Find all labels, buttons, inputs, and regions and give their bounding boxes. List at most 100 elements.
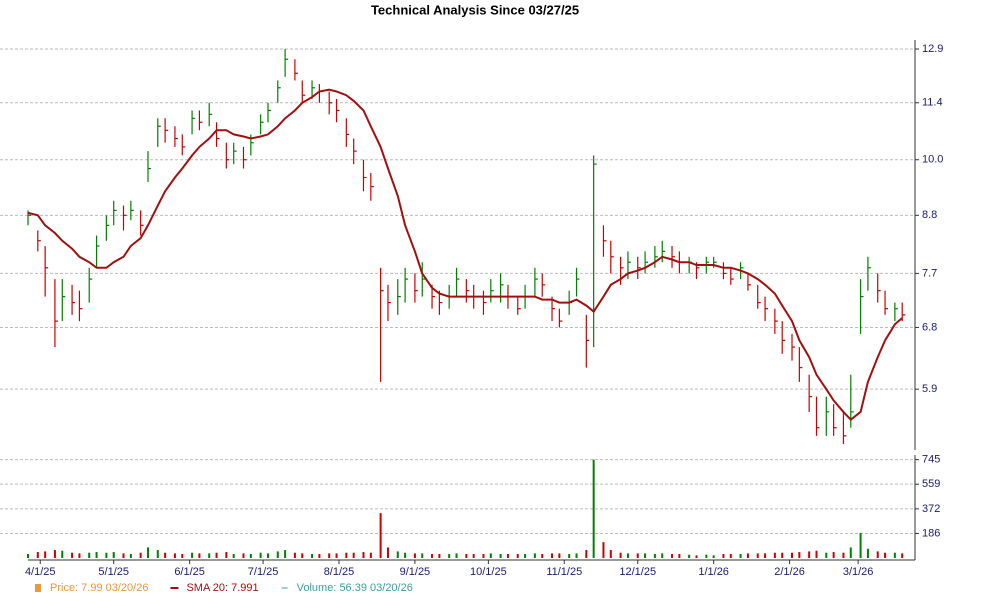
- volume-bar: [884, 552, 887, 558]
- y-tick-label: 5.9: [922, 383, 937, 395]
- y-tick-label: 7.7: [922, 267, 937, 279]
- volume-bar: [568, 554, 571, 558]
- volume-bar: [764, 553, 767, 558]
- volume-bar: [438, 554, 441, 558]
- volume-bar: [472, 554, 475, 558]
- volume-bar: [112, 552, 115, 558]
- volume-bar: [602, 542, 605, 558]
- sma-line: [27, 88, 903, 422]
- volume-bar: [156, 550, 159, 558]
- volume-bar: [551, 553, 554, 558]
- volume-bar: [465, 554, 468, 558]
- y-tick-label: 186: [922, 527, 940, 539]
- volume-bar: [44, 551, 47, 558]
- volume-bar: [61, 550, 64, 558]
- x-tick-label: 2/1/26: [774, 566, 805, 578]
- legend-label: Volume: 56.39 03/20/26: [297, 582, 413, 594]
- volume-bar: [232, 554, 235, 558]
- y-tick-label: 10.0: [922, 154, 943, 166]
- y-tick-label: 8.8: [922, 209, 937, 221]
- volume-bar: [225, 552, 228, 558]
- x-tick-label: 8/1/25: [324, 566, 355, 578]
- volume-bar: [249, 554, 252, 558]
- volume-bar: [173, 553, 176, 558]
- x-tick-label: 5/1/25: [98, 566, 129, 578]
- volume-bar: [661, 553, 664, 558]
- volume-bar: [592, 459, 595, 558]
- x-tick-label: 3/1/26: [843, 566, 874, 578]
- volume-bar: [122, 553, 125, 558]
- volume-bar: [215, 552, 218, 558]
- volume-bar: [328, 553, 331, 558]
- x-tick-label: 4/1/25: [25, 566, 56, 578]
- volume-bar: [722, 554, 725, 558]
- volume-bar: [876, 551, 879, 558]
- volume-bar: [866, 548, 869, 558]
- volume-bar: [499, 554, 502, 558]
- volume-bar: [859, 532, 862, 558]
- volume-bar: [413, 553, 416, 558]
- volume-bar: [746, 553, 749, 558]
- volume-bar: [653, 554, 656, 558]
- volume-bar: [558, 553, 561, 558]
- volume-bar: [482, 554, 485, 558]
- chart-title: Technical Analysis Since 03/27/25: [371, 2, 579, 17]
- x-tick-label: 7/1/25: [248, 566, 279, 578]
- y-tick-label: 745: [922, 454, 940, 466]
- x-tick-label: 9/1/25: [400, 566, 431, 578]
- volume-bar: [284, 550, 287, 558]
- volume-bar: [893, 552, 896, 558]
- volume-bar: [541, 554, 544, 558]
- volume-bar: [712, 555, 715, 558]
- volume-bar: [705, 554, 708, 558]
- volume-bar: [695, 555, 698, 558]
- volume-bar: [533, 553, 536, 558]
- volume-bar: [585, 550, 588, 558]
- volume-bar: [164, 552, 167, 558]
- volume-bar: [396, 551, 399, 558]
- x-tick-label: 11/1/25: [546, 566, 582, 578]
- volume-bar: [825, 552, 828, 558]
- legend-swatch: [35, 584, 41, 592]
- volume-bar: [88, 552, 91, 558]
- volume-bar: [849, 547, 852, 558]
- volume-bar: [842, 552, 845, 558]
- volume-bar: [609, 550, 612, 558]
- x-tick-label: 6/1/25: [174, 566, 205, 578]
- volume-bar: [739, 554, 742, 558]
- volume-bar: [901, 553, 904, 558]
- volume-bar: [678, 554, 681, 558]
- x-tick-label: 12/1/25: [619, 566, 656, 578]
- volume-bar: [311, 554, 314, 558]
- volume-bar: [198, 553, 201, 558]
- volume-bar: [181, 554, 184, 558]
- y-tick-label: 372: [922, 503, 940, 515]
- volume-bar: [27, 554, 29, 558]
- volume-bar: [242, 553, 245, 558]
- volume-bar: [139, 552, 142, 558]
- volume-bar: [421, 553, 424, 558]
- volume-bar: [626, 553, 629, 558]
- y-tick-label: 559: [922, 478, 940, 490]
- volume-bar: [345, 552, 348, 558]
- volume-bar: [259, 552, 262, 558]
- volume-bar: [318, 554, 321, 558]
- volume-bar: [455, 553, 458, 558]
- volume-bar: [791, 552, 794, 558]
- volume-bar: [266, 553, 269, 558]
- x-tick-label: 10/1/25: [470, 566, 507, 578]
- volume-bar: [671, 554, 674, 558]
- volume-bar: [105, 552, 108, 558]
- volume-bar: [619, 552, 622, 558]
- volume-bar: [815, 550, 818, 558]
- volume-bar: [191, 552, 194, 558]
- volume-bar: [146, 547, 149, 558]
- volume-bar: [335, 553, 338, 558]
- volume-bar: [506, 554, 509, 558]
- volume-bar: [71, 552, 74, 558]
- volume-bar: [489, 553, 492, 558]
- volume-bar: [78, 553, 81, 558]
